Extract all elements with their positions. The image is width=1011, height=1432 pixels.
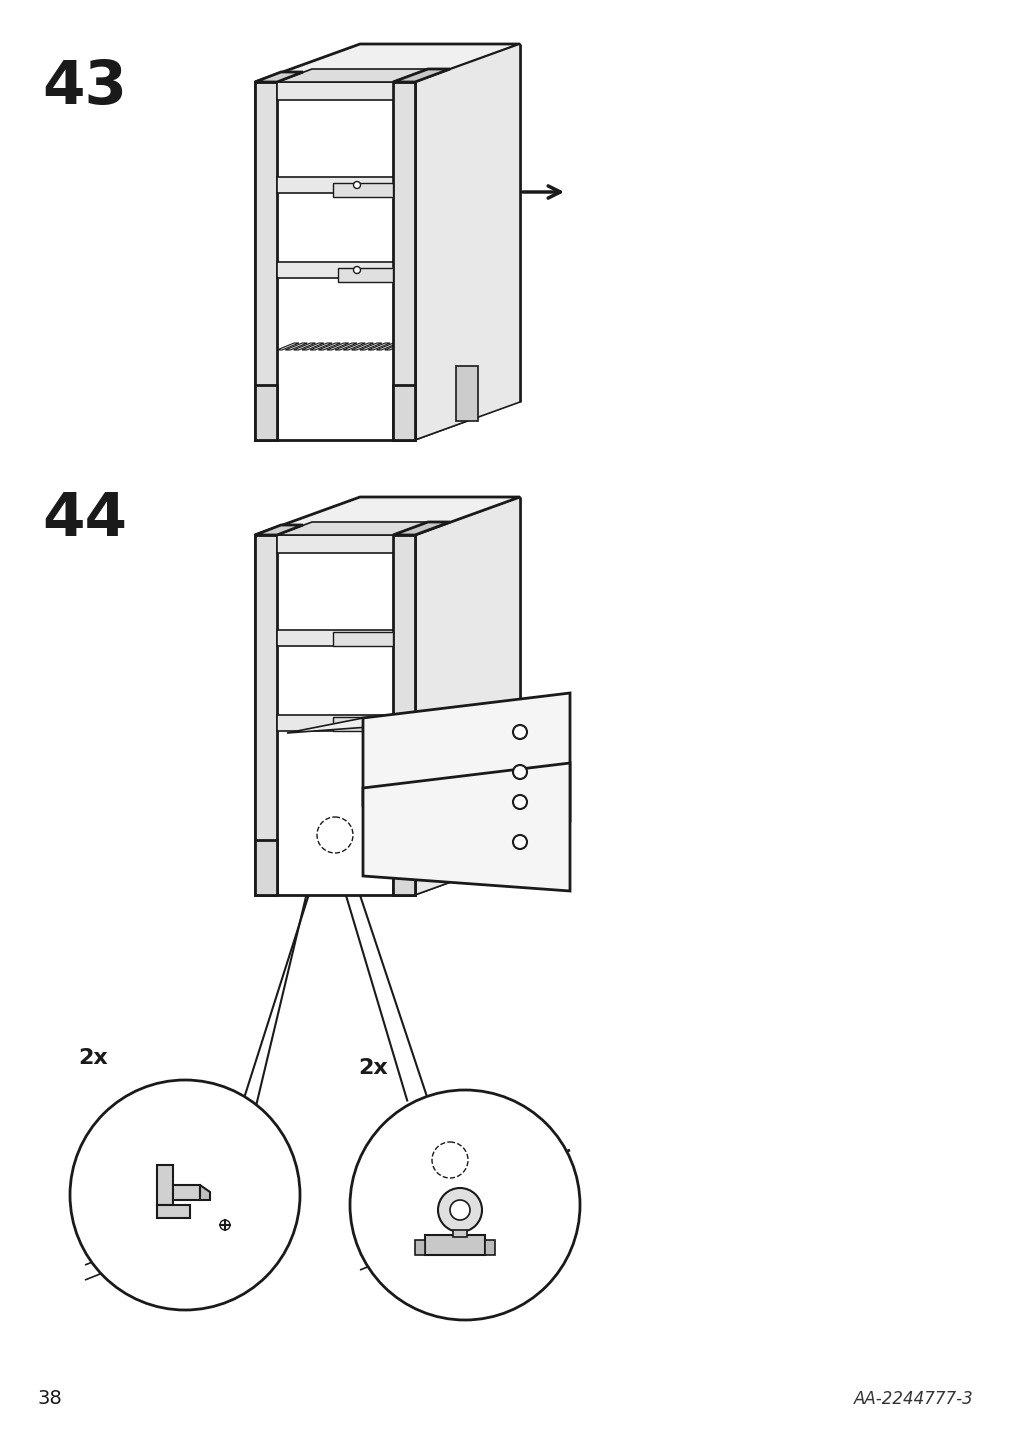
Polygon shape (277, 178, 392, 193)
Polygon shape (392, 841, 415, 895)
Text: AA-2244777-3: AA-2244777-3 (853, 1390, 973, 1408)
Polygon shape (343, 344, 365, 349)
Polygon shape (277, 262, 392, 278)
Polygon shape (392, 69, 450, 82)
Polygon shape (157, 1166, 173, 1204)
Polygon shape (363, 763, 569, 891)
Polygon shape (368, 344, 389, 349)
Polygon shape (363, 693, 569, 821)
Circle shape (513, 835, 527, 849)
Polygon shape (484, 1240, 494, 1254)
Polygon shape (285, 344, 307, 349)
Polygon shape (327, 344, 349, 349)
Polygon shape (255, 44, 520, 82)
Polygon shape (277, 715, 392, 730)
Text: 44: 44 (42, 490, 126, 548)
Polygon shape (277, 536, 392, 553)
Polygon shape (453, 1230, 466, 1237)
Polygon shape (392, 82, 415, 440)
Polygon shape (392, 536, 415, 895)
Polygon shape (335, 344, 357, 349)
Circle shape (513, 725, 527, 739)
Polygon shape (255, 536, 277, 895)
Polygon shape (351, 344, 373, 349)
Circle shape (513, 765, 527, 779)
Polygon shape (255, 82, 415, 440)
Polygon shape (333, 632, 392, 646)
Polygon shape (255, 526, 302, 536)
Polygon shape (415, 1240, 425, 1254)
Polygon shape (333, 183, 392, 198)
Polygon shape (456, 367, 477, 421)
Polygon shape (415, 44, 520, 440)
Polygon shape (392, 523, 450, 536)
Text: 2x: 2x (358, 1058, 387, 1078)
Polygon shape (415, 497, 520, 895)
Polygon shape (309, 344, 332, 349)
Polygon shape (333, 717, 392, 730)
Polygon shape (277, 82, 392, 100)
Polygon shape (338, 268, 392, 282)
Polygon shape (287, 717, 423, 733)
Polygon shape (277, 69, 428, 82)
Polygon shape (255, 497, 520, 536)
Polygon shape (360, 344, 381, 349)
Polygon shape (200, 1186, 210, 1200)
Text: 43: 43 (42, 59, 126, 117)
Circle shape (70, 1080, 299, 1310)
Polygon shape (384, 344, 406, 349)
Text: 38: 38 (38, 1389, 63, 1408)
Polygon shape (255, 841, 277, 895)
Text: 2x: 2x (78, 1048, 107, 1068)
Polygon shape (392, 385, 415, 440)
Polygon shape (255, 536, 415, 895)
Circle shape (353, 266, 360, 274)
Polygon shape (425, 1234, 484, 1254)
Circle shape (450, 1200, 469, 1220)
Circle shape (353, 182, 360, 189)
Polygon shape (255, 72, 302, 82)
Polygon shape (277, 630, 392, 646)
Circle shape (438, 1189, 481, 1232)
Circle shape (513, 795, 527, 809)
Polygon shape (255, 385, 277, 440)
Polygon shape (301, 344, 324, 349)
Polygon shape (173, 1186, 200, 1200)
Polygon shape (376, 344, 398, 349)
Polygon shape (363, 717, 423, 806)
Polygon shape (255, 82, 277, 440)
Polygon shape (456, 821, 477, 876)
Polygon shape (318, 344, 340, 349)
Circle shape (350, 1090, 579, 1320)
Polygon shape (277, 523, 428, 536)
Polygon shape (277, 344, 298, 349)
Polygon shape (293, 344, 315, 349)
Polygon shape (157, 1204, 190, 1219)
